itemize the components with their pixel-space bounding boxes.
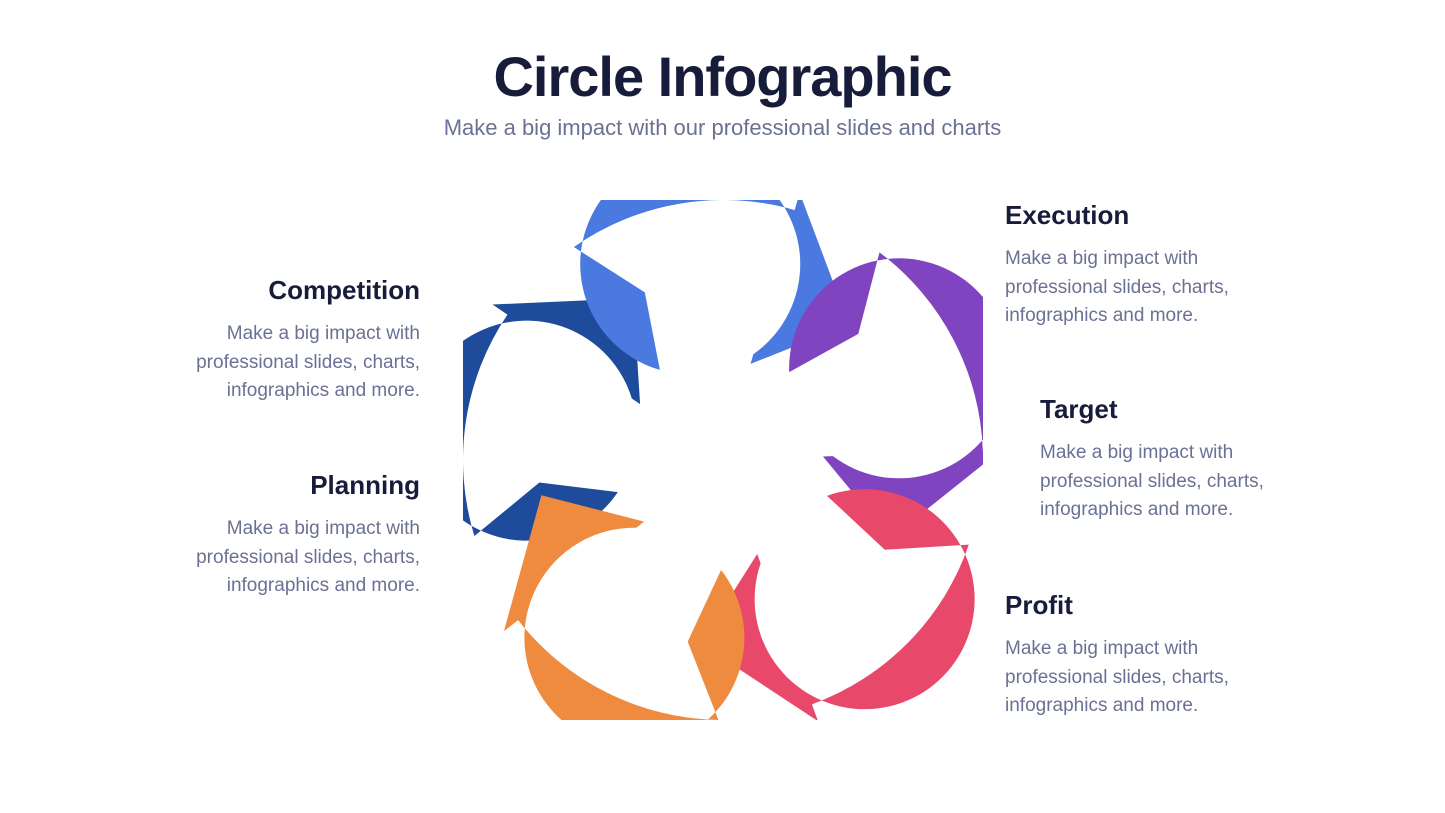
people-icon bbox=[537, 359, 575, 397]
callout-body: Make a big impact with professional slid… bbox=[120, 320, 420, 406]
segment-number-03: 03 bbox=[853, 333, 904, 385]
callout-profit: Profit Make a big impact with profession… bbox=[1005, 590, 1305, 721]
segment-05 bbox=[503, 495, 743, 720]
segment-number-02: 02 bbox=[651, 253, 702, 305]
segment-number-04: 04 bbox=[839, 550, 891, 602]
callout-body: Make a big impact with professional slid… bbox=[1005, 635, 1305, 721]
folder-icon bbox=[792, 606, 824, 644]
segment-04 bbox=[700, 489, 974, 720]
segment-number-05: 05 bbox=[629, 604, 680, 656]
page-title: Circle Infographic bbox=[0, 44, 1445, 109]
callout-competition: Competition Make a big impact with profe… bbox=[120, 275, 420, 406]
circle-infographic-diagram: 01 02 03 04 05 bbox=[463, 200, 983, 720]
callout-title: Profit bbox=[1005, 590, 1305, 621]
sliders-icon bbox=[575, 576, 611, 608]
callout-body: Make a big impact with professional slid… bbox=[120, 515, 420, 601]
callout-planning: Planning Make a big impact with professi… bbox=[120, 470, 420, 601]
download-icon bbox=[885, 414, 925, 450]
pie-icon bbox=[730, 257, 770, 297]
header: Circle Infographic Make a big impact wit… bbox=[0, 0, 1445, 141]
segment-number-01: 01 bbox=[512, 421, 563, 473]
page-subtitle: Make a big impact with our professional … bbox=[0, 115, 1445, 141]
callout-title: Competition bbox=[120, 275, 420, 306]
callout-title: Execution bbox=[1005, 200, 1305, 231]
callout-title: Planning bbox=[120, 470, 420, 501]
callout-body: Make a big impact with professional slid… bbox=[1040, 439, 1340, 525]
callout-target: Target Make a big impact with profession… bbox=[1040, 394, 1340, 525]
callout-execution: Execution Make a big impact with profess… bbox=[1005, 200, 1305, 331]
callout-title: Target bbox=[1040, 394, 1340, 425]
callout-body: Make a big impact with professional slid… bbox=[1005, 245, 1305, 331]
